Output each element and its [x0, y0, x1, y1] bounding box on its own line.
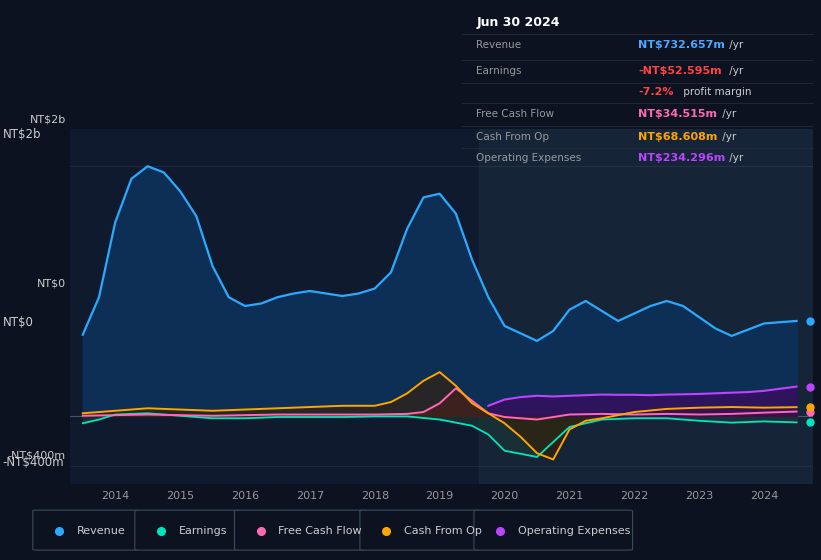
Text: 2019: 2019	[425, 491, 454, 501]
Text: NT$0: NT$0	[2, 315, 34, 329]
Text: NT$2b: NT$2b	[30, 115, 66, 124]
Text: 2021: 2021	[555, 491, 584, 501]
Text: Operating Expenses: Operating Expenses	[476, 153, 581, 163]
Text: /yr: /yr	[718, 109, 736, 119]
Text: Revenue: Revenue	[476, 40, 521, 50]
Text: Cash From Op: Cash From Op	[476, 132, 549, 142]
Text: 2015: 2015	[166, 491, 194, 501]
Text: NT$34.515m: NT$34.515m	[638, 109, 717, 119]
Text: NT$234.296m: NT$234.296m	[638, 153, 725, 163]
Text: 2014: 2014	[101, 491, 130, 501]
Text: /yr: /yr	[727, 153, 744, 163]
Text: /yr: /yr	[727, 66, 744, 76]
Text: NT$732.657m: NT$732.657m	[638, 40, 725, 50]
Text: Free Cash Flow: Free Cash Flow	[278, 526, 362, 535]
FancyBboxPatch shape	[33, 510, 139, 550]
Text: /yr: /yr	[718, 132, 736, 142]
Text: Revenue: Revenue	[76, 526, 126, 535]
Text: -NT$400m: -NT$400m	[2, 455, 64, 469]
Text: 2018: 2018	[360, 491, 389, 501]
Bar	[479, 129, 813, 484]
Text: -NT$52.595m: -NT$52.595m	[638, 66, 722, 76]
FancyBboxPatch shape	[474, 510, 632, 550]
Text: Earnings: Earnings	[476, 66, 522, 76]
Text: -7.2%: -7.2%	[638, 87, 673, 97]
Text: NT$2b: NT$2b	[2, 128, 41, 141]
Text: 2022: 2022	[620, 491, 649, 501]
Text: -NT$400m: -NT$400m	[8, 451, 66, 461]
FancyBboxPatch shape	[235, 510, 367, 550]
Text: profit margin: profit margin	[680, 87, 751, 97]
Text: Cash From Op: Cash From Op	[404, 526, 482, 535]
FancyBboxPatch shape	[135, 510, 241, 550]
Text: NT$0: NT$0	[37, 278, 66, 288]
Text: 2023: 2023	[685, 491, 713, 501]
Text: /yr: /yr	[727, 40, 744, 50]
Text: 2024: 2024	[750, 491, 778, 501]
Text: Operating Expenses: Operating Expenses	[518, 526, 631, 535]
Text: 2020: 2020	[490, 491, 519, 501]
Text: 2016: 2016	[231, 491, 259, 501]
Text: Jun 30 2024: Jun 30 2024	[476, 16, 560, 29]
Text: NT$68.608m: NT$68.608m	[638, 132, 718, 142]
Text: Free Cash Flow: Free Cash Flow	[476, 109, 554, 119]
FancyBboxPatch shape	[360, 510, 481, 550]
Text: 2017: 2017	[296, 491, 324, 501]
Text: Earnings: Earnings	[179, 526, 227, 535]
